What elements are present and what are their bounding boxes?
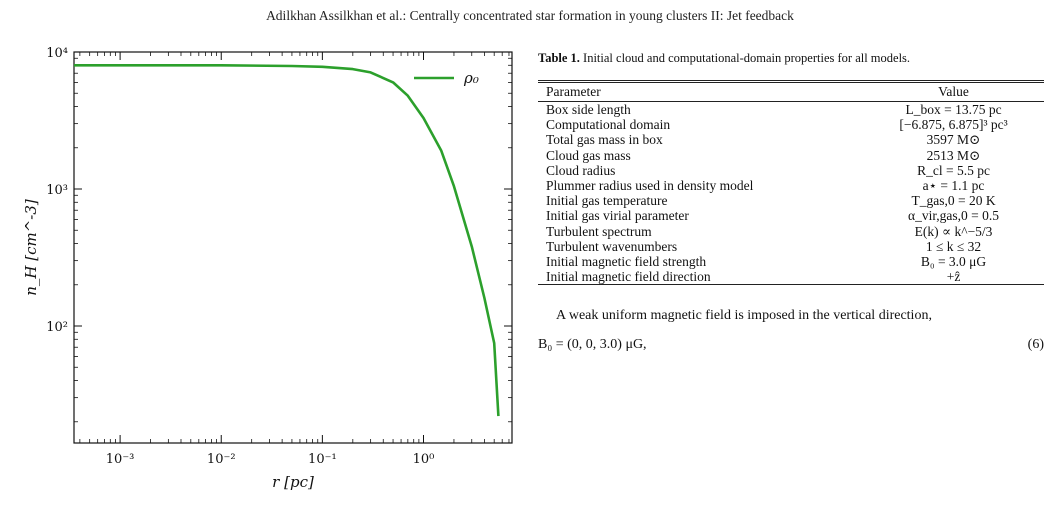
table-cell-parameter: Cloud radius [546, 162, 616, 178]
table-cell-value: L_box = 13.75 pc [905, 102, 1002, 117]
table-cell-parameter: Box side length [546, 102, 631, 117]
x-tick-label: 10⁻³ [106, 452, 135, 467]
table-cell-parameter: Initial magnetic field direction [546, 269, 711, 285]
table-row: Initial gas virial parameter α_vir,gas,0 … [538, 208, 1044, 223]
table-header-value: Value [863, 81, 1044, 102]
table-row: Total gas mass in box 3597 M⊙ [538, 132, 1044, 147]
table-row: Cloud radius R_cl = 5.5 pc [538, 163, 1044, 178]
equation-expression: B₀ = (0, 0, 3.0) μG, [538, 337, 647, 353]
density-profile-chart: 10⁻³ 10⁻² 10⁻¹ 10⁰ 10² 10³ 10⁴ r [pc] n_H [cm^-3… [22, 46, 513, 491]
y-tick-label: 10⁴ [46, 46, 68, 61]
body-paragraph: A weak uniform magnetic field is imposed… [556, 308, 932, 324]
table-cell-value: 2513 M⊙ [926, 147, 981, 163]
equation-number: (6) [1027, 337, 1044, 353]
x-axis-label: r [pc] [272, 473, 314, 491]
x-tick-label: 10⁰ [413, 452, 435, 467]
table-cell-parameter: Turbulent wavenumbers [546, 238, 678, 254]
table-caption: Table 1. Initial cloud and computational… [538, 50, 1044, 66]
table-row: Turbulent spectrum E(k) ∝ k^−5/3 [538, 224, 1044, 239]
table-caption-text: Initial cloud and computational-domain p… [583, 51, 911, 65]
table-row: Computational domain [−6.875, 6.875]³ pc³ [538, 117, 1044, 132]
table-cell-value: 3597 M⊙ [926, 132, 981, 148]
table-cell-value: B₀ = 3.0 μG [920, 254, 987, 270]
equation: B₀ = (0, 0, 3.0) μG, (6) [538, 337, 1044, 353]
y-tick-label: 10³ [46, 183, 68, 198]
table-row: Turbulent wavenumbers 1 ≤ k ≤ 32 [538, 239, 1044, 254]
table-cell-parameter: Computational domain [546, 117, 671, 133]
table-cell-parameter: Cloud gas mass [546, 147, 631, 163]
table-cell-parameter: Initial gas temperature [546, 193, 668, 209]
table-cell-value: R_cl = 5.5 pc [917, 162, 990, 178]
y-tick-label: 10² [46, 320, 68, 335]
table-cell-value: E(k) ∝ k^−5/3 [914, 223, 993, 239]
plot-frame [73, 51, 513, 444]
table-cell-parameter: Initial magnetic field strength [546, 254, 707, 270]
table-row: Cloud gas mass 2513 M⊙ [538, 148, 1044, 163]
table-cell-parameter: Turbulent spectrum [546, 223, 652, 239]
parameters-table: Parameter Value Box side length L_box = 1… [538, 80, 1044, 286]
table-cell-value: a⋆ = 1.1 pc [922, 178, 985, 194]
table-cell-value: α_vir,gas,0 = 0.5 [908, 208, 1000, 224]
table-row: Initial magnetic field strength B₀ = 3.0 … [538, 254, 1044, 269]
y-axis-label: n_H [cm^-3] [22, 199, 40, 296]
table-cell-parameter: Initial gas virial parameter [546, 208, 689, 224]
table-cell-value: +ẑ [946, 269, 961, 285]
table-caption-label: Table 1. [538, 51, 580, 65]
table-cell-value: [−6.875, 6.875]³ pc³ [899, 117, 1008, 133]
legend-label: ρ₀ [463, 69, 479, 87]
table-cell-parameter: Plummer radius used in density model [546, 178, 754, 194]
series-line [74, 63, 500, 417]
table-cell-value: T_gas,0 = 20 K [911, 193, 996, 209]
running-header: Adilkhan Assilkhan et al.: Centrally con… [266, 8, 794, 23]
table-header-parameter: Parameter [538, 81, 864, 102]
table-row: Initial gas temperature T_gas,0 = 20 K [538, 193, 1044, 208]
right-column: Table 1. Initial cloud and computational… [538, 50, 1044, 353]
x-tick-label: 10⁻² [207, 452, 236, 467]
table-row: Plummer radius used in density model a⋆ =… [538, 178, 1044, 193]
table-header-row: Parameter Value [538, 81, 1044, 102]
table-cell-parameter: Total gas mass in box [546, 132, 663, 148]
x-tick-label: 10⁻¹ [308, 452, 337, 467]
table-cell-value: 1 ≤ k ≤ 32 [925, 238, 982, 254]
table-row: Box side length L_box = 13.75 pc [538, 102, 1044, 118]
table-row: Initial magnetic field direction +ẑ [538, 269, 1044, 285]
